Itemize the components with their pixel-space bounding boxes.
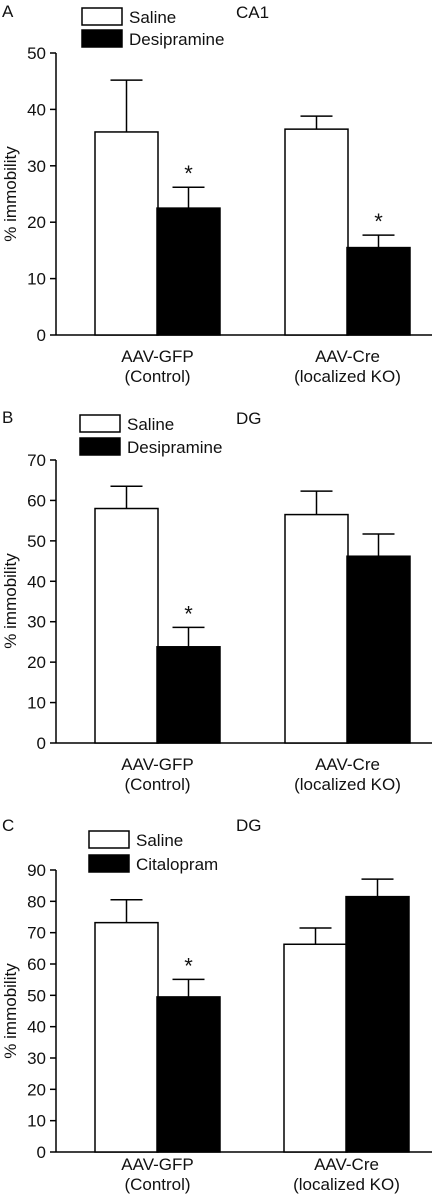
panel-title: DG xyxy=(236,409,262,428)
bar-desipramine-0 xyxy=(156,207,221,336)
bar-citalopram-1 xyxy=(345,895,410,1153)
y-tick-label: 20 xyxy=(27,1080,46,1099)
significance-marker: * xyxy=(184,953,193,978)
bar-saline-0 xyxy=(94,131,159,336)
y-tick-label: 80 xyxy=(27,892,46,911)
legend-label: Desipramine xyxy=(129,30,224,49)
y-tick-label: 0 xyxy=(37,326,46,345)
bar-citalopram-0 xyxy=(156,996,221,1153)
legend-label: Saline xyxy=(136,831,183,850)
y-tick-label: 10 xyxy=(27,270,46,289)
y-tick-label: 50 xyxy=(27,532,46,551)
legend-label: Saline xyxy=(129,8,176,27)
legend-label: Citalopram xyxy=(136,855,218,874)
bar-saline-0 xyxy=(94,507,159,744)
category-label: AAV-Cre xyxy=(315,347,380,366)
category-label: (Control) xyxy=(124,1175,190,1194)
bar-desipramine-0 xyxy=(156,646,221,744)
y-tick-label: 20 xyxy=(27,213,46,232)
legend-swatch xyxy=(79,437,121,456)
category-label: AAV-GFP xyxy=(121,347,193,366)
panel-label: C xyxy=(2,816,14,835)
y-axis-title: % immobility xyxy=(1,146,20,242)
bar-saline-1 xyxy=(284,128,349,336)
y-tick-label: 50 xyxy=(27,986,46,1005)
legend-swatch xyxy=(88,830,130,849)
y-tick-label: 20 xyxy=(27,653,46,672)
y-tick-label: 10 xyxy=(27,694,46,713)
bar-saline-0 xyxy=(94,921,159,1153)
y-tick-label: 0 xyxy=(37,734,46,753)
category-label: AAV-GFP xyxy=(121,1155,193,1174)
panel-title: DG xyxy=(236,816,262,835)
y-tick-label: 30 xyxy=(27,613,46,632)
y-tick-label: 90 xyxy=(27,861,46,880)
y-tick-label: 40 xyxy=(27,1018,46,1037)
y-tick-label: 60 xyxy=(27,955,46,974)
category-label: (localized KO) xyxy=(294,775,401,794)
chart-panel-c: C DG Saline Citalopram 0 10 20 30 40 50 60 70 80 90 % … xyxy=(1,816,432,1194)
category-label: (localized KO) xyxy=(294,367,401,386)
category-label: (Control) xyxy=(124,775,190,794)
legend-swatch xyxy=(81,7,123,26)
significance-marker: * xyxy=(184,601,193,626)
chart-panel-a: A CA1 Saline Desipramine 0 10 20 30 40 50 % immobi… xyxy=(1,2,432,386)
significance-marker: * xyxy=(184,161,193,186)
y-axis-title: % immobility xyxy=(1,553,20,649)
legend-swatch xyxy=(79,414,121,433)
legend-label: Desipramine xyxy=(127,438,222,457)
y-axis-title: % immobility xyxy=(1,963,20,1059)
y-tick-label: 40 xyxy=(27,100,46,119)
bar-saline-1 xyxy=(283,943,348,1153)
significance-marker: * xyxy=(374,209,383,234)
y-tick-label: 70 xyxy=(27,451,46,470)
category-label: AAV-GFP xyxy=(121,755,193,774)
category-label: AAV-Cre xyxy=(315,755,380,774)
y-tick-label: 40 xyxy=(27,572,46,591)
legend-label: Saline xyxy=(127,415,174,434)
bar-desipramine-1 xyxy=(346,246,411,336)
y-tick-label: 10 xyxy=(27,1112,46,1131)
panel-label: A xyxy=(2,2,14,21)
bar-saline-1 xyxy=(284,513,349,744)
category-label: AAV-Cre xyxy=(314,1155,379,1174)
chart-panel-b: B DG Saline Desipramine 0 10 20 30 40 50 60 70 % imm… xyxy=(1,408,432,794)
y-tick-label: 60 xyxy=(27,491,46,510)
legend-swatch xyxy=(88,854,130,873)
y-tick-label: 70 xyxy=(27,924,46,943)
category-label: (localized KO) xyxy=(293,1175,400,1194)
y-tick-label: 30 xyxy=(27,157,46,176)
y-tick-label: 30 xyxy=(27,1049,46,1068)
category-label: (Control) xyxy=(124,367,190,386)
y-tick-label: 50 xyxy=(27,44,46,63)
y-tick-label: 0 xyxy=(37,1143,46,1162)
panel-title: CA1 xyxy=(236,3,269,22)
legend-swatch xyxy=(81,29,123,48)
panel-label: B xyxy=(2,408,13,427)
bar-desipramine-1 xyxy=(346,555,411,744)
